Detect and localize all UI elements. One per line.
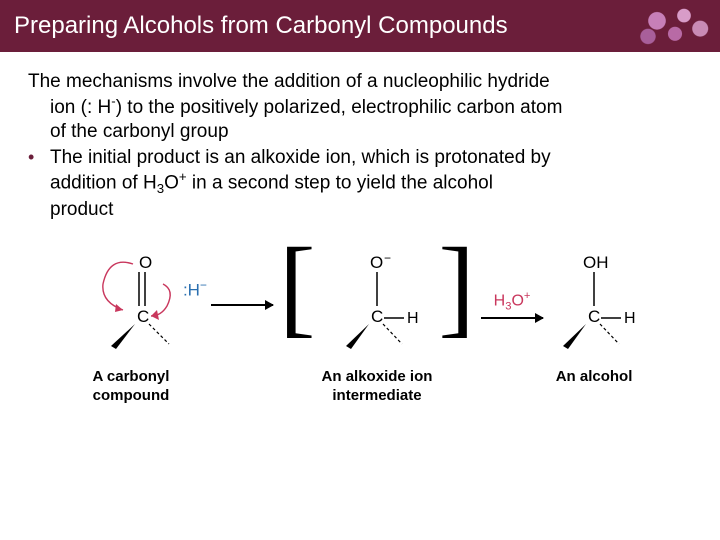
bullet-sup: + xyxy=(179,169,187,184)
carbonyl-structure: O C A carbonyl compound xyxy=(81,250,181,406)
bullet-sub: 3 xyxy=(157,181,164,196)
s3-H: H xyxy=(624,310,636,327)
s3-OH: OH xyxy=(583,253,609,272)
s2-Osup: − xyxy=(384,251,391,265)
para-line1: The mechanisms involve the addition of a… xyxy=(28,71,550,92)
paragraph-main: The mechanisms involve the addition of a… xyxy=(28,70,692,144)
carbonyl-caption: A carbonyl compound xyxy=(92,368,169,406)
bullet-l3: product xyxy=(50,199,113,220)
alkoxide-svg: O − C H xyxy=(332,250,422,360)
mech-arrow-2 xyxy=(151,284,170,316)
arrow2-label: H3O+ xyxy=(494,289,531,314)
bullet-text: The initial product is an alkoxide ion, … xyxy=(50,146,551,222)
s2-O: O xyxy=(370,253,383,272)
arrow-1 xyxy=(211,250,273,360)
s1-O: O xyxy=(139,253,152,272)
bullet-l2c: in a second step to yield the alcohol xyxy=(187,173,493,194)
bullet-l2a: addition of H xyxy=(50,173,157,194)
alkoxide-structure: O − C H An alkoxide ion intermediate xyxy=(322,250,433,406)
slide-title: Preparing Alcohols from Carbonyl Compoun… xyxy=(14,12,508,39)
bullet-l2b: O xyxy=(164,173,179,194)
alkoxide-caption: An alkoxide ion intermediate xyxy=(322,368,433,406)
para-line3: of the carbonyl group xyxy=(28,121,229,142)
arrow-2: H3O+ xyxy=(481,250,543,360)
bullet-item: • The initial product is an alkoxide ion… xyxy=(28,146,692,222)
alcohol-structure: OH C H An alcohol xyxy=(549,250,639,406)
reaction-diagram: O C A carbonyl compound xyxy=(28,250,692,406)
alcohol-caption: An alcohol xyxy=(556,368,633,406)
s2-C: C xyxy=(371,307,383,326)
s2-H: H xyxy=(407,310,419,327)
s3-C: C xyxy=(588,307,600,326)
bullet-l1: The initial product is an alkoxide ion, … xyxy=(50,147,551,168)
para-line2b: ) to the positively polarized, electroph… xyxy=(116,97,563,118)
flower-decoration xyxy=(630,0,720,52)
carbonyl-svg: O C xyxy=(81,250,181,360)
hydride-ion: :H− xyxy=(183,278,207,301)
content-area: The mechanisms involve the addition of a… xyxy=(0,52,720,405)
bracket-right: ] xyxy=(438,240,475,334)
alcohol-svg: OH C H xyxy=(549,250,639,360)
bracket-left: [ xyxy=(279,240,316,334)
s1-C: C xyxy=(137,307,149,326)
para-line2a: ion (: H xyxy=(50,97,111,118)
title-bar: Preparing Alcohols from Carbonyl Compoun… xyxy=(0,0,720,52)
bullet-dot: • xyxy=(28,146,50,222)
